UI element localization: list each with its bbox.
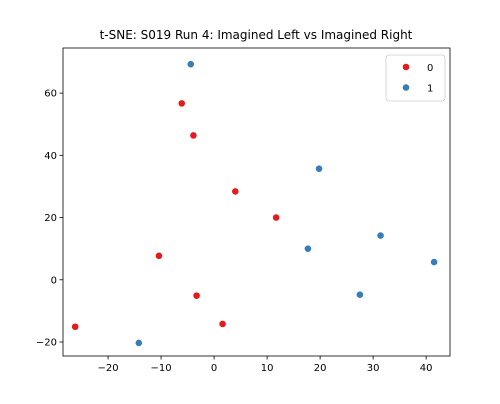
x-tick-label: −20: [98, 363, 119, 374]
legend-marker-1: [402, 83, 410, 92]
legend-label-0: 0: [427, 63, 433, 74]
scatter-point-class-0: [231, 187, 240, 196]
scatter-point-class-0: [192, 291, 201, 300]
scatter-point-class-0: [272, 213, 281, 222]
legend-box: [385, 54, 446, 102]
scatter-point-class-1: [355, 290, 364, 299]
x-tick-label: 0: [211, 363, 217, 374]
scatter-point-class-0: [155, 251, 163, 260]
scatter-point-class-0: [71, 322, 80, 331]
legend-marker-0: [402, 63, 410, 71]
scatter-point-class-1: [430, 258, 438, 266]
scatter-point-class-0: [177, 99, 186, 108]
y-tick-label: 0: [51, 275, 57, 286]
scatter-point-class-1: [304, 244, 312, 253]
chart-title: t-SNE: S019 Run 4: Imagined Left vs Imag…: [100, 28, 413, 42]
scatter-point-class-1: [376, 231, 385, 240]
x-tick-label: 40: [420, 363, 433, 374]
y-tick-label: −20: [36, 338, 57, 349]
scatter-point-class-0: [189, 131, 198, 140]
x-tick-label: 10: [261, 363, 274, 374]
scatter-point-class-0: [218, 320, 227, 328]
legend: 01: [385, 54, 446, 102]
x-tick-label: −10: [151, 363, 172, 374]
data-points: [71, 60, 438, 347]
y-tick-label: 40: [44, 151, 57, 162]
plot-frame: [62, 47, 451, 357]
x-tick-label: 30: [367, 363, 380, 374]
x-tick-label: 20: [314, 363, 327, 374]
scatter-point-class-1: [186, 60, 195, 69]
y-tick-label: 60: [44, 89, 57, 100]
y-tick-label: 20: [44, 213, 57, 224]
scatter-point-class-1: [134, 339, 143, 347]
scatter-point-class-1: [315, 164, 323, 173]
legend-label-1: 1: [427, 84, 433, 95]
